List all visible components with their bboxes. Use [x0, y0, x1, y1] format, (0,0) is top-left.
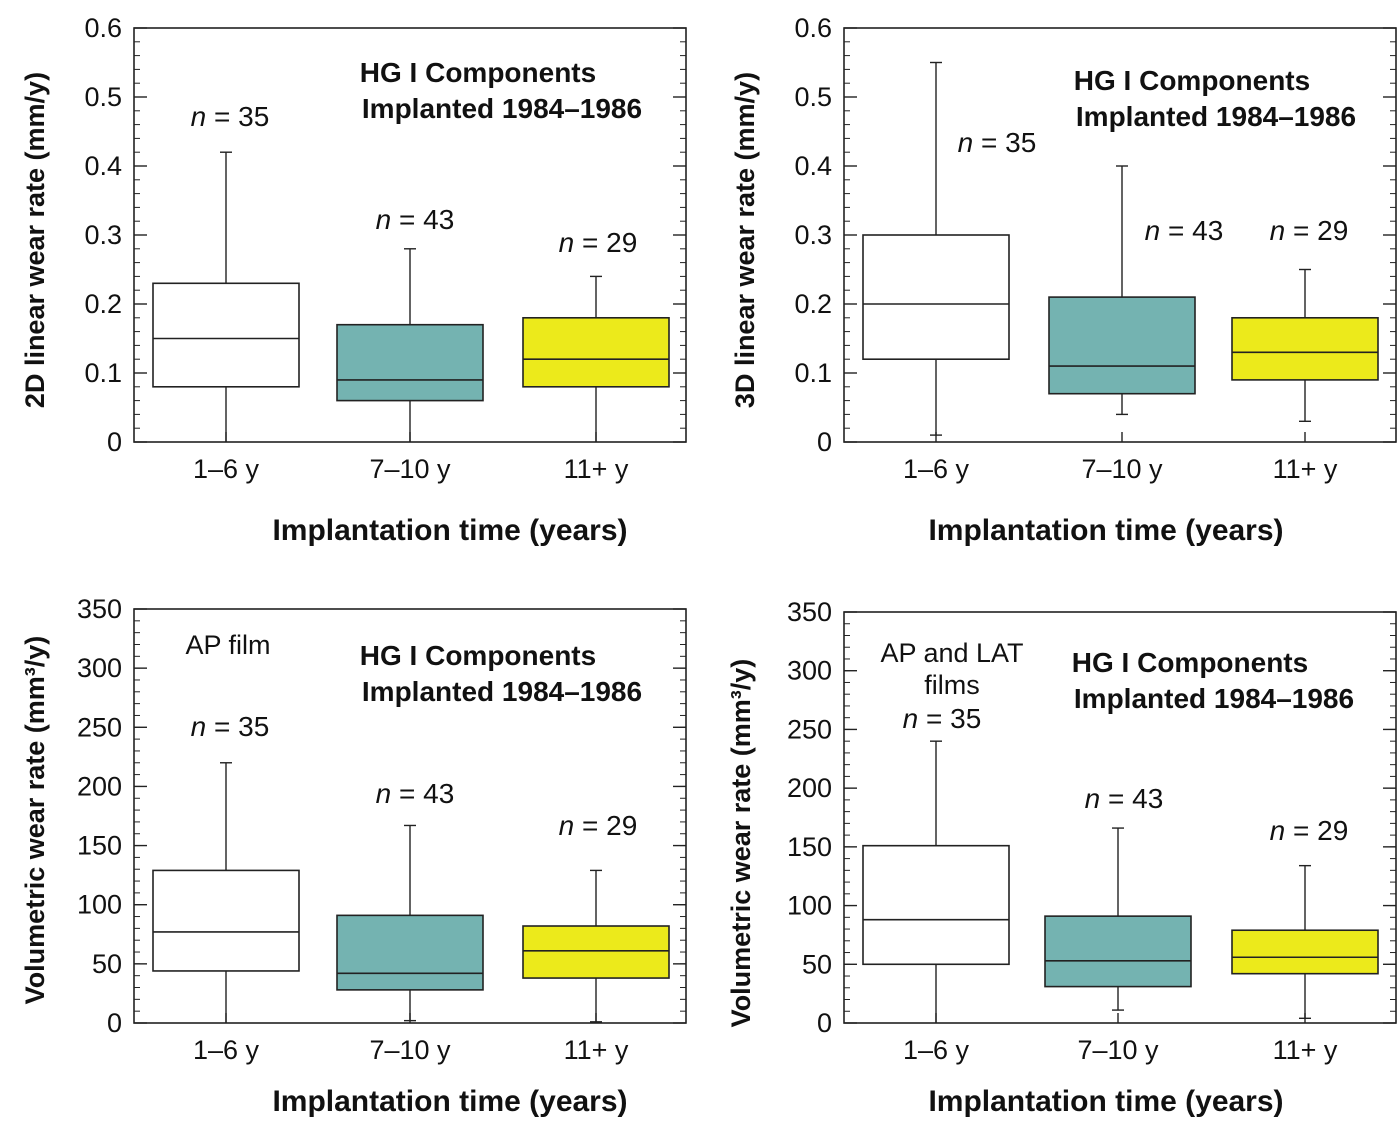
extra-label: AP film [185, 630, 270, 660]
box-3 [522, 925, 670, 979]
y-tick-label: 50 [92, 949, 122, 979]
box-3 [522, 316, 670, 388]
n-label-2: n = 43 [1085, 783, 1164, 814]
n-label-1: n = 35 [191, 101, 270, 132]
y-tick-label: 250 [787, 714, 832, 744]
y-tick-label: 0.3 [84, 220, 122, 250]
y-tick-label: 0.3 [794, 220, 832, 250]
y-tick-label: 0.6 [84, 13, 122, 43]
y-tick-label: 0.4 [794, 151, 832, 181]
note-line-1: HG I Components [1072, 647, 1308, 678]
panel-volumetric-ap-lat: Volumetric wear rate (mm³/y) Implantatio… [726, 597, 1397, 1118]
x-category-label: 11+ y [1273, 1035, 1338, 1065]
y-tick-label: 0 [107, 427, 122, 457]
box-3 [1231, 316, 1379, 381]
x-axis-label: Implantation time (years) [928, 1085, 1283, 1118]
n-label-2: n = 43 [1145, 215, 1224, 246]
n-label-3: n = 29 [1270, 215, 1349, 246]
note-line-2: Implanted 1984–1986 [1074, 683, 1354, 714]
plot-frame [843, 611, 1397, 1024]
x-category-label: 7–10 y [369, 1035, 451, 1065]
y-tick-label: 350 [77, 594, 122, 624]
box-1 [862, 234, 1010, 360]
box-3 [1231, 929, 1379, 975]
y-tick-label: 0.4 [84, 151, 122, 181]
n-label-3: n = 29 [559, 227, 638, 258]
y-axis-label: Volumetric wear rate (mm³/y) [726, 659, 756, 1028]
x-category-label: 11+ y [564, 1035, 629, 1065]
n-label-3: n = 29 [559, 810, 638, 841]
y-tick-label: 0 [817, 1008, 832, 1038]
y-tick-label: 0 [107, 1008, 122, 1038]
y-tick-label: 200 [77, 771, 122, 801]
n-label-1: n = 35 [903, 703, 982, 734]
y-axis-label: 2D linear wear rate (mm/y) [20, 72, 50, 408]
y-tick-label: 0.2 [794, 289, 832, 319]
y-tick-label: 350 [787, 597, 832, 627]
x-category-label: 7–10 y [369, 454, 451, 484]
n-label-2: n = 43 [376, 204, 455, 235]
n-label-3: n = 29 [1270, 815, 1349, 846]
x-category-label: 1–6 y [193, 454, 260, 484]
panel-volumetric-ap: Volumetric wear rate (mm³/y) Implantatio… [20, 594, 687, 1118]
extra-label-line-1: AP and LAT [880, 638, 1023, 668]
n-label-2: n = 43 [376, 778, 455, 809]
n-label-1: n = 35 [191, 711, 270, 742]
box-1 [862, 844, 1010, 966]
y-tick-label: 0.1 [84, 358, 122, 388]
y-tick-label: 150 [77, 831, 122, 861]
y-tick-label: 250 [77, 712, 122, 742]
x-category-label: 1–6 y [193, 1035, 260, 1065]
note-line-2: Implanted 1984–1986 [362, 676, 642, 707]
y-axis-label: 3D linear wear rate (mm/y) [730, 72, 760, 408]
x-category-label: 11+ y [564, 454, 629, 484]
panel-3d-linear: 3D linear wear rate (mm/y) Implantation … [730, 13, 1397, 547]
y-tick-label: 150 [787, 832, 832, 862]
x-category-label: 1–6 y [903, 1035, 970, 1065]
panel-2d-linear: 2D linear wear rate (mm/y) Implantation … [20, 13, 687, 547]
y-axis-label: Volumetric wear rate (mm³/y) [20, 636, 50, 1005]
y-tick-label: 0.2 [84, 289, 122, 319]
note-line-1: HG I Components [360, 57, 596, 88]
x-category-label: 1–6 y [903, 454, 970, 484]
y-tick-label: 300 [787, 656, 832, 686]
box-2 [1044, 915, 1192, 988]
note-line-1: HG I Components [360, 640, 596, 671]
note-line-2: Implanted 1984–1986 [362, 93, 642, 124]
y-tick-label: 0.5 [794, 82, 832, 112]
extra-label-line-2: films [924, 670, 980, 700]
x-category-label: 7–10 y [1077, 1035, 1159, 1065]
y-tick-label: 300 [77, 653, 122, 683]
n-label-1: n = 35 [958, 127, 1037, 158]
note-line-2: Implanted 1984–1986 [1076, 101, 1356, 132]
box-2 [336, 914, 484, 991]
x-axis-label: Implantation time (years) [272, 1085, 627, 1118]
y-tick-label: 200 [787, 773, 832, 803]
x-category-label: 7–10 y [1081, 454, 1163, 484]
box-2 [336, 323, 484, 402]
box-1 [152, 282, 300, 388]
box-1 [152, 869, 300, 972]
y-tick-label: 100 [787, 891, 832, 921]
y-tick-label: 100 [77, 890, 122, 920]
box-2 [1048, 296, 1196, 395]
x-category-label: 11+ y [1273, 454, 1338, 484]
y-tick-label: 0.6 [794, 13, 832, 43]
y-tick-label: 0.1 [794, 358, 832, 388]
y-tick-label: 0 [817, 427, 832, 457]
y-tick-label: 0.5 [84, 82, 122, 112]
x-axis-label: Implantation time (years) [272, 514, 627, 547]
note-line-1: HG I Components [1074, 65, 1310, 96]
y-tick-label: 50 [802, 949, 832, 979]
x-axis-label: Implantation time (years) [928, 514, 1283, 547]
